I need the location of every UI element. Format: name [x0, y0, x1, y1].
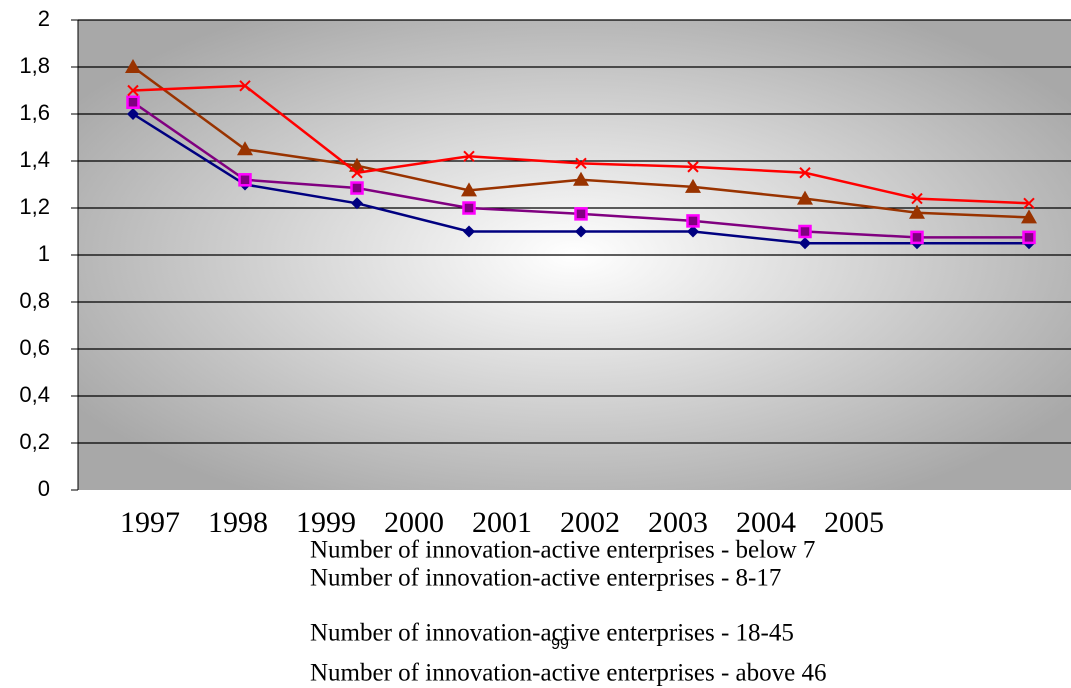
marker — [797, 190, 813, 205]
marker — [127, 84, 139, 97]
marker — [909, 204, 925, 219]
y-tick-label: 1,4 — [19, 147, 50, 172]
x-tick-label: 2004 — [736, 506, 796, 539]
marker — [351, 167, 363, 179]
marker — [125, 59, 141, 73]
page-number: 99 — [551, 636, 569, 653]
marker — [574, 207, 588, 221]
marker — [911, 192, 923, 205]
y-tick-label: 0,6 — [19, 335, 50, 360]
y-tick-label: 1,8 — [19, 53, 50, 78]
marker — [126, 95, 140, 109]
x-tick-label: 2001 — [472, 506, 532, 539]
x-tick-label: 2000 — [384, 506, 444, 539]
y-tick-label: 1 — [38, 241, 50, 266]
marker — [686, 214, 700, 228]
marker — [799, 167, 811, 179]
marker — [799, 237, 811, 250]
marker — [239, 80, 251, 92]
marker — [573, 171, 589, 186]
marker — [910, 230, 924, 245]
marker — [685, 178, 701, 193]
marker — [687, 225, 699, 238]
marker — [687, 161, 699, 173]
marker — [462, 201, 476, 215]
marker — [575, 225, 587, 238]
marker — [1022, 230, 1036, 245]
x-tick-label: 2002 — [560, 506, 620, 539]
marker — [1021, 209, 1037, 224]
y-tick-label: 0,8 — [19, 288, 50, 313]
legend-entry: Number of innovation-active enterprises … — [310, 537, 815, 564]
marker — [351, 197, 363, 210]
marker — [463, 225, 475, 238]
legend-entry: Number of innovation-active enterprises … — [310, 660, 827, 687]
y-tick-label: 2 — [38, 6, 50, 31]
marker — [238, 173, 252, 187]
legend-entry: Number of innovation-active enterprises … — [310, 620, 794, 647]
x-tick-label: 2005 — [824, 506, 884, 539]
x-tick-label: 1997 — [120, 506, 180, 539]
y-tick-label: 1,2 — [19, 194, 50, 219]
marker — [237, 141, 253, 156]
legend-entry: Number of innovation-active enterprises … — [310, 565, 781, 592]
x-tick-label: 1998 — [208, 506, 268, 539]
marker — [1023, 197, 1035, 210]
y-tick-label: 0 — [38, 476, 50, 501]
x-tick-label: 2003 — [648, 506, 708, 539]
marker — [461, 182, 477, 197]
y-tick-label: 0,4 — [19, 382, 50, 407]
y-tick-label: 0,2 — [19, 429, 50, 454]
marker — [350, 181, 364, 195]
marker — [463, 150, 475, 163]
marker — [575, 157, 587, 170]
marker — [127, 108, 139, 120]
marker — [798, 224, 812, 239]
x-tick-label: 1999 — [296, 506, 356, 539]
y-tick-label: 1,6 — [19, 100, 50, 125]
